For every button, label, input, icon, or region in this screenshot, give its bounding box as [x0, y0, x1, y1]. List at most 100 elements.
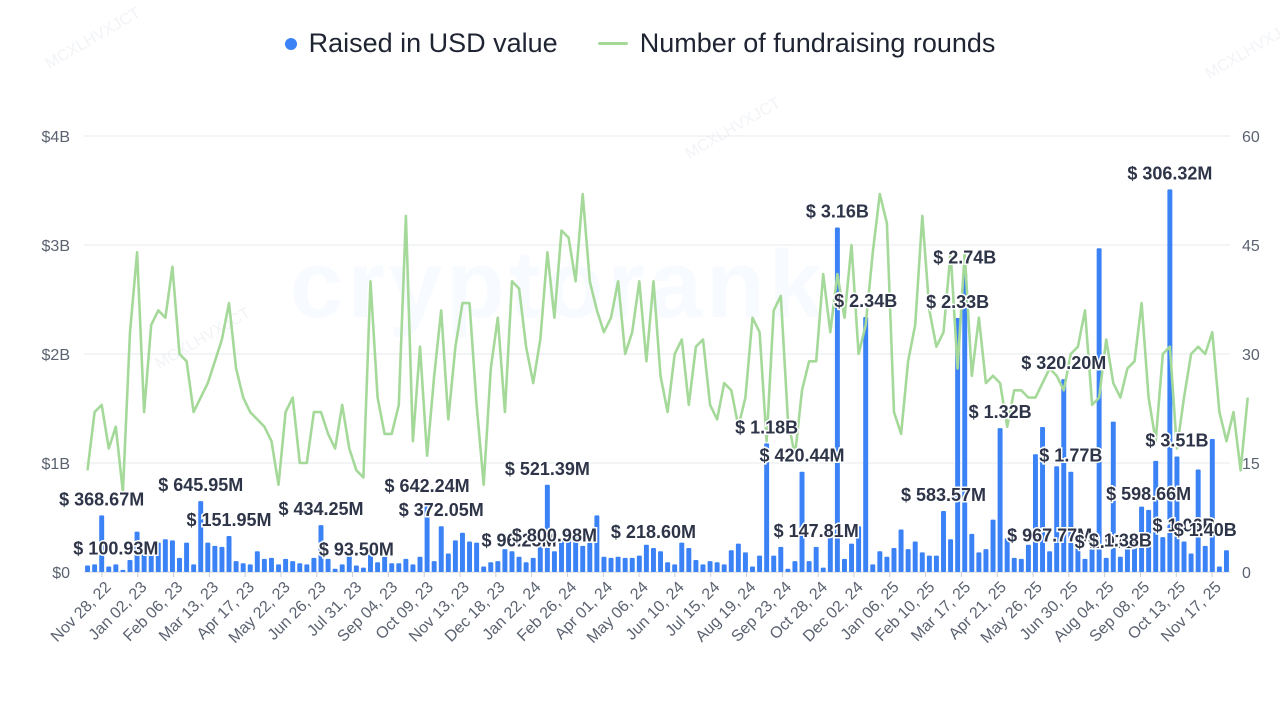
bar[interactable] — [1040, 427, 1046, 572]
bar[interactable] — [106, 566, 112, 572]
bar[interactable] — [332, 568, 338, 572]
bar[interactable] — [502, 549, 508, 572]
bar[interactable] — [360, 567, 366, 572]
bar[interactable] — [452, 540, 458, 572]
bar[interactable] — [1167, 189, 1173, 572]
bar[interactable] — [488, 562, 494, 572]
bar[interactable] — [856, 526, 862, 572]
bar[interactable] — [580, 545, 586, 572]
bar[interactable] — [764, 443, 770, 572]
bar[interactable] — [396, 563, 402, 572]
bar[interactable] — [870, 564, 876, 572]
bar[interactable] — [1153, 460, 1159, 572]
legend-item-rounds[interactable]: Number of fundraising rounds — [597, 28, 995, 59]
bar[interactable] — [1160, 537, 1166, 572]
bar[interactable] — [1025, 544, 1031, 572]
bar[interactable] — [212, 545, 218, 572]
bar[interactable] — [997, 428, 1003, 572]
bar[interactable] — [941, 510, 946, 572]
bar[interactable] — [863, 316, 869, 572]
bar[interactable] — [785, 568, 791, 572]
bar[interactable] — [276, 564, 282, 572]
bar[interactable] — [566, 531, 572, 572]
bar[interactable] — [905, 549, 911, 572]
bar[interactable] — [495, 561, 501, 572]
bar[interactable] — [650, 548, 656, 572]
bar[interactable] — [297, 563, 303, 572]
bar[interactable] — [516, 556, 522, 572]
bar[interactable] — [311, 557, 317, 572]
bar[interactable] — [658, 551, 664, 572]
bar[interactable] — [247, 564, 253, 572]
bar[interactable] — [601, 556, 607, 572]
bar[interactable] — [636, 555, 642, 572]
bar[interactable] — [919, 552, 925, 572]
bar[interactable] — [1174, 456, 1180, 572]
bar[interactable] — [1110, 421, 1116, 572]
bar[interactable] — [290, 561, 296, 572]
bar[interactable] — [983, 549, 989, 572]
bar[interactable] — [375, 562, 381, 572]
bar[interactable] — [948, 539, 954, 572]
bar[interactable] — [721, 564, 727, 572]
bar[interactable] — [1004, 538, 1010, 572]
bar[interactable] — [177, 557, 182, 572]
bar[interactable] — [304, 564, 310, 572]
bar[interactable] — [474, 542, 480, 572]
bar[interactable] — [85, 565, 91, 572]
bar[interactable] — [339, 564, 345, 572]
bar[interactable] — [191, 564, 197, 572]
bar[interactable] — [841, 558, 847, 572]
bar[interactable] — [268, 557, 274, 572]
bar[interactable] — [353, 565, 359, 572]
bar[interactable] — [976, 552, 982, 572]
bar[interactable] — [955, 318, 961, 572]
bar[interactable] — [1054, 466, 1060, 572]
bar[interactable] — [622, 557, 628, 572]
bar[interactable] — [827, 526, 833, 572]
bar[interactable] — [99, 515, 105, 572]
bar[interactable] — [148, 548, 154, 572]
bar[interactable] — [1195, 469, 1201, 572]
bar[interactable] — [1103, 557, 1109, 572]
bar[interactable] — [693, 560, 699, 572]
bar[interactable] — [778, 546, 784, 572]
bar[interactable] — [1117, 556, 1123, 572]
bar[interactable] — [926, 555, 932, 572]
bar[interactable] — [459, 532, 465, 572]
bar[interactable] — [184, 542, 190, 572]
legend-item-raised[interactable]: Raised in USD value — [284, 28, 558, 59]
bar[interactable] — [410, 564, 416, 572]
bar[interactable] — [792, 561, 798, 572]
bar[interactable] — [544, 484, 550, 572]
bar[interactable] — [1068, 471, 1074, 572]
bar[interactable] — [226, 536, 232, 572]
bar[interactable] — [530, 557, 536, 572]
bar[interactable] — [757, 555, 763, 572]
bar[interactable] — [714, 562, 720, 572]
bar[interactable] — [806, 561, 812, 572]
bar[interactable] — [771, 555, 777, 572]
bar[interactable] — [205, 542, 211, 572]
bar[interactable] — [608, 557, 614, 572]
bar[interactable] — [1146, 509, 1152, 572]
bar[interactable] — [481, 566, 487, 572]
bar[interactable] — [877, 551, 883, 572]
bar[interactable] — [1223, 550, 1229, 572]
bar[interactable] — [750, 566, 755, 572]
bar[interactable] — [1132, 543, 1137, 572]
bar[interactable] — [403, 558, 409, 572]
bar[interactable] — [261, 558, 267, 572]
bar[interactable] — [849, 543, 855, 572]
bar[interactable] — [1209, 439, 1215, 572]
bar[interactable] — [92, 564, 98, 572]
bar[interactable] — [799, 471, 805, 572]
bar[interactable] — [813, 546, 819, 572]
bar[interactable] — [346, 552, 352, 572]
bar[interactable] — [1202, 545, 1208, 572]
bar[interactable] — [1188, 553, 1194, 572]
bar[interactable] — [594, 515, 600, 572]
bar[interactable] — [424, 502, 430, 572]
bar[interactable] — [1032, 454, 1038, 572]
bar[interactable] — [254, 551, 260, 572]
